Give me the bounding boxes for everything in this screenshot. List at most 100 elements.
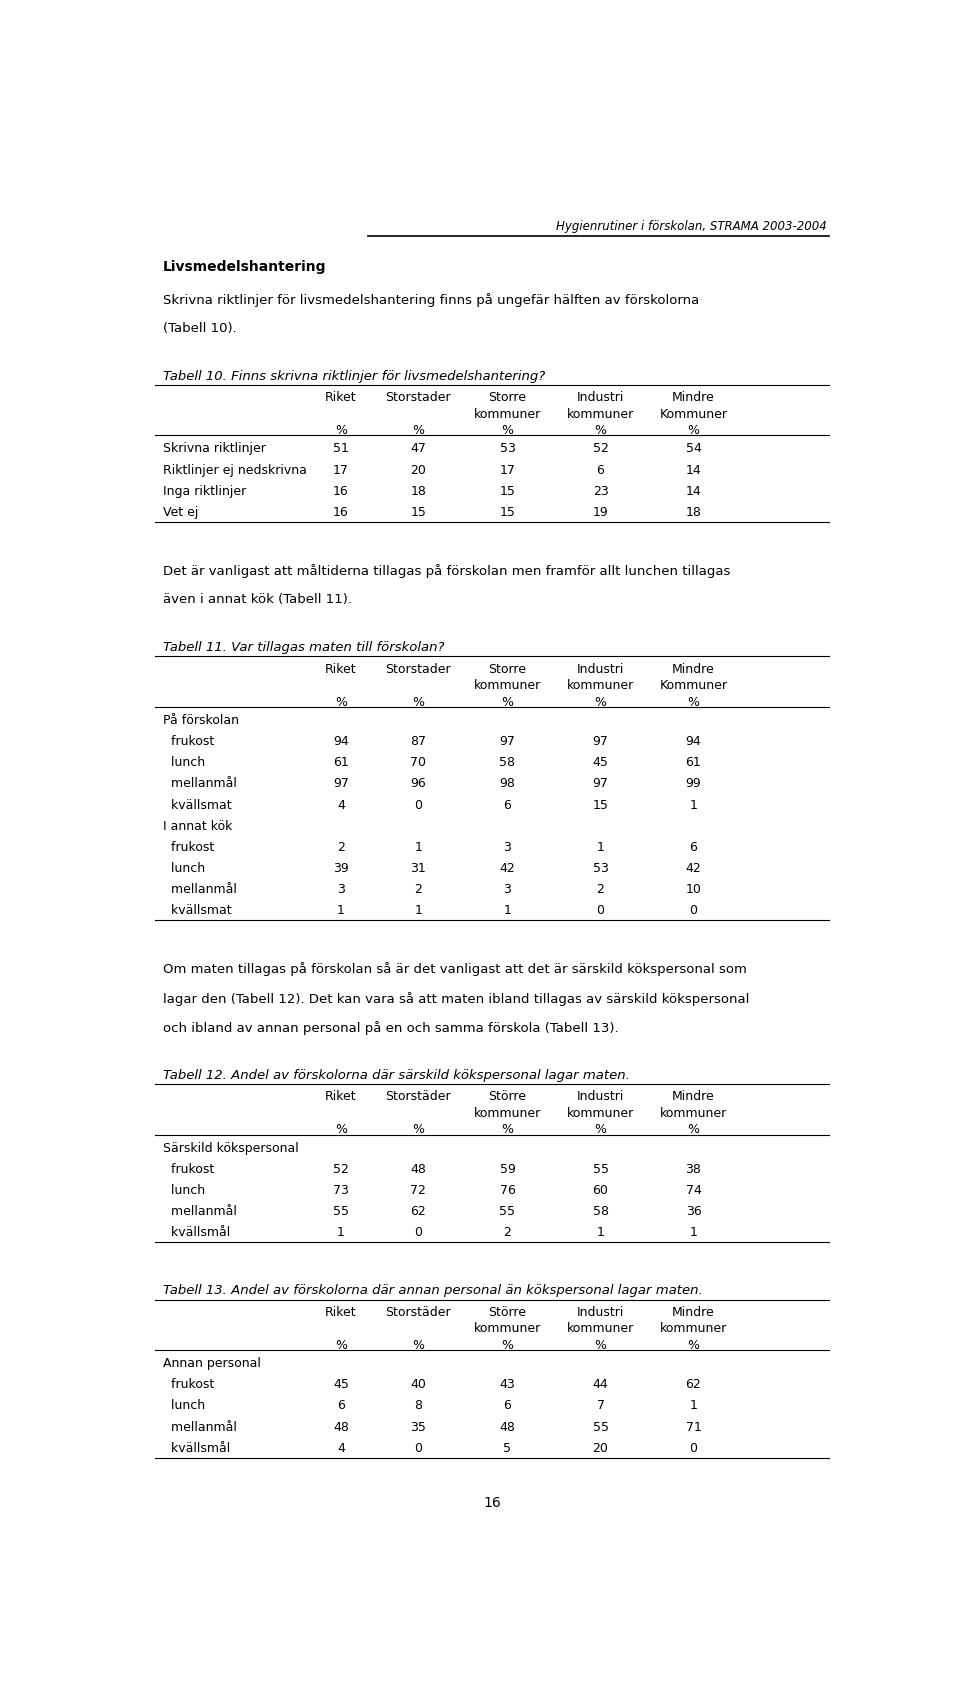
Text: 1: 1 [415, 842, 422, 854]
Text: lunch: lunch [162, 1185, 204, 1197]
Text: frukost: frukost [162, 842, 214, 854]
Text: 1: 1 [596, 1226, 605, 1239]
Text: %: % [335, 1338, 347, 1352]
Text: 23: 23 [592, 485, 609, 498]
Text: %: % [335, 696, 347, 708]
Text: 55: 55 [592, 1162, 609, 1176]
Text: %: % [413, 1338, 424, 1352]
Text: 53: 53 [592, 862, 609, 876]
Text: 1: 1 [596, 842, 605, 854]
Text: %: % [501, 1338, 514, 1352]
Text: 40: 40 [411, 1378, 426, 1391]
Text: Riket: Riket [325, 1091, 357, 1103]
Text: 3: 3 [504, 883, 512, 896]
Text: 48: 48 [499, 1420, 516, 1434]
Text: 98: 98 [499, 777, 516, 790]
Text: 70: 70 [410, 756, 426, 770]
Text: frukost: frukost [162, 736, 214, 748]
Text: 6: 6 [689, 842, 697, 854]
Text: 55: 55 [333, 1205, 348, 1219]
Text: frukost: frukost [162, 1378, 214, 1391]
Text: 3: 3 [337, 883, 345, 896]
Text: 16: 16 [333, 505, 348, 519]
Text: 5: 5 [503, 1442, 512, 1454]
Text: 62: 62 [685, 1378, 702, 1391]
Text: Riket: Riket [325, 662, 357, 676]
Text: Inga riktlinjer: Inga riktlinjer [162, 485, 246, 498]
Text: 1: 1 [415, 905, 422, 917]
Text: Hygienrutiner i förskolan, STRAMA 2003-2004: Hygienrutiner i förskolan, STRAMA 2003-2… [556, 220, 827, 234]
Text: %: % [687, 696, 700, 708]
Text: 58: 58 [499, 756, 516, 770]
Text: %: % [594, 696, 607, 708]
Text: 43: 43 [499, 1378, 516, 1391]
Text: 45: 45 [333, 1378, 348, 1391]
Text: Riktlinjer ej nedskrivna: Riktlinjer ej nedskrivna [162, 464, 306, 476]
Text: Industri: Industri [577, 391, 624, 405]
Text: kommuner: kommuner [566, 1106, 635, 1120]
Text: 14: 14 [685, 464, 702, 476]
Text: 0: 0 [596, 905, 605, 917]
Text: 39: 39 [333, 862, 348, 876]
Text: %: % [594, 1338, 607, 1352]
Text: 97: 97 [592, 777, 609, 790]
Text: kommuner: kommuner [474, 679, 541, 691]
Text: 17: 17 [499, 464, 516, 476]
Text: 76: 76 [499, 1185, 516, 1197]
Text: 87: 87 [410, 736, 426, 748]
Text: 15: 15 [411, 505, 426, 519]
Text: även i annat kök (Tabell 11).: även i annat kök (Tabell 11). [162, 594, 351, 606]
Text: 36: 36 [685, 1205, 702, 1219]
Text: 53: 53 [499, 442, 516, 456]
Text: %: % [335, 1123, 347, 1137]
Text: 48: 48 [333, 1420, 348, 1434]
Text: Om maten tillagas på förskolan så är det vanligast att det är särskild köksperso: Om maten tillagas på förskolan så är det… [162, 963, 747, 976]
Text: Kommuner: Kommuner [660, 679, 728, 691]
Text: Kommuner: Kommuner [660, 408, 728, 420]
Text: kommuner: kommuner [474, 1323, 541, 1335]
Text: kommuner: kommuner [566, 408, 635, 420]
Text: 42: 42 [499, 862, 516, 876]
Text: 42: 42 [685, 862, 702, 876]
Text: mellanmål: mellanmål [162, 777, 236, 790]
Text: 38: 38 [685, 1162, 702, 1176]
Text: och ibland av annan personal på en och samma förskola (Tabell 13).: och ibland av annan personal på en och s… [162, 1021, 618, 1034]
Text: 52: 52 [592, 442, 609, 456]
Text: 59: 59 [499, 1162, 516, 1176]
Text: 47: 47 [411, 442, 426, 456]
Text: 48: 48 [411, 1162, 426, 1176]
Text: 2: 2 [337, 842, 345, 854]
Text: Det är vanligast att måltiderna tillagas på förskolan men framför allt lunchen t: Det är vanligast att måltiderna tillagas… [162, 563, 730, 579]
Text: %: % [687, 425, 700, 437]
Text: 72: 72 [411, 1185, 426, 1197]
Text: kvällsmat: kvällsmat [162, 905, 231, 917]
Text: 20: 20 [411, 464, 426, 476]
Text: %: % [501, 1123, 514, 1137]
Text: 1: 1 [504, 905, 512, 917]
Text: Industri: Industri [577, 1306, 624, 1320]
Text: 94: 94 [333, 736, 348, 748]
Text: 73: 73 [333, 1185, 348, 1197]
Text: 61: 61 [685, 756, 702, 770]
Text: %: % [335, 425, 347, 437]
Text: 0: 0 [415, 1226, 422, 1239]
Text: 18: 18 [685, 505, 702, 519]
Text: 55: 55 [592, 1420, 609, 1434]
Text: Storstäder: Storstäder [386, 1306, 451, 1320]
Text: lagar den (Tabell 12). Det kan vara så att maten ibland tillagas av särskild kök: lagar den (Tabell 12). Det kan vara så a… [162, 992, 749, 1005]
Text: lunch: lunch [162, 862, 204, 876]
Text: 97: 97 [592, 736, 609, 748]
Text: lunch: lunch [162, 756, 204, 770]
Text: 18: 18 [411, 485, 426, 498]
Text: 45: 45 [592, 756, 609, 770]
Text: 61: 61 [333, 756, 348, 770]
Text: Storstäder: Storstäder [386, 1091, 451, 1103]
Text: 1: 1 [689, 1226, 697, 1239]
Text: Riket: Riket [325, 391, 357, 405]
Text: kommuner: kommuner [566, 1323, 635, 1335]
Text: %: % [594, 1123, 607, 1137]
Text: Industri: Industri [577, 662, 624, 676]
Text: %: % [687, 1338, 700, 1352]
Text: %: % [413, 1123, 424, 1137]
Text: kvällsmål: kvällsmål [162, 1442, 229, 1454]
